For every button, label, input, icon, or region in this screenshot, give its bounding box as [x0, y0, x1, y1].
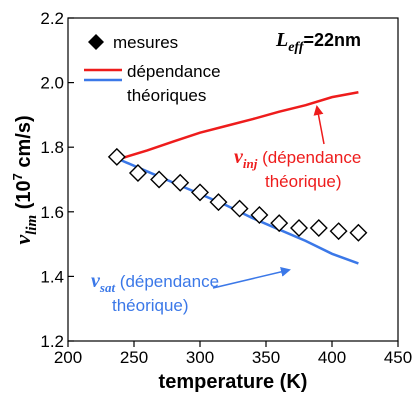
legend-label-line1: dépendance: [127, 62, 221, 81]
annotation-vinj: vinj (dépendance théorique): [234, 105, 361, 191]
annotation-vinj-line1: vinj (dépendance: [234, 146, 361, 171]
data-point-mesures: [230, 199, 249, 218]
data-point-mesures: [309, 218, 328, 237]
annotation-vinj-arrow: [313, 105, 325, 145]
data-point-mesures: [270, 214, 289, 233]
y-axis-title-main: v: [10, 235, 35, 245]
x-tick-label: 200: [54, 348, 82, 367]
x-tick-label: 450: [384, 348, 412, 367]
y-tick-label: 1.8: [40, 138, 64, 157]
legend: mesures dépendance théoriques: [84, 33, 221, 105]
x-tick-label: 350: [252, 348, 280, 367]
y-tick-label: 2.2: [40, 9, 64, 28]
series-line-v-inj: [120, 91, 359, 160]
annotation-vsat-arrow: [212, 266, 291, 289]
x-axis-ticks: 200 250 300 350 400 450: [54, 341, 412, 367]
y-tick-label: 1.4: [40, 267, 64, 286]
data-point-mesures: [171, 173, 190, 192]
annotation-vinj-sub: inj: [243, 156, 258, 171]
x-tick-label: 400: [318, 348, 346, 367]
data-point-mesures: [290, 218, 308, 237]
y-tick-label: 1.6: [40, 203, 64, 222]
plot-frame: [67, 17, 399, 342]
leff-label-main: L: [275, 29, 288, 51]
data-point-mesures: [107, 147, 126, 166]
annotation-vsat: vsat (dépendance théorique): [91, 266, 291, 315]
annotation-vsat-line2: théorique): [112, 296, 189, 315]
annotation-vsat-main: v: [91, 270, 101, 292]
legend-label-mesures: mesures: [113, 33, 178, 52]
annotation-vinj-line2: théorique): [265, 172, 342, 191]
annotation-vsat-sub: sat: [99, 280, 116, 295]
y-tick-label: 1.2: [40, 332, 64, 351]
series-layer: [107, 91, 368, 265]
x-tick-label: 300: [186, 348, 214, 367]
data-point-mesures: [329, 222, 348, 241]
x-tick-label: 250: [120, 348, 148, 367]
leff-label-rest: =22nm: [304, 30, 362, 50]
annotation-vinj-rest: (dépendance: [257, 148, 361, 167]
y-axis-title-units-suffix: cm/s): [13, 115, 35, 173]
annotation-vsat-line1: vsat (dépendance: [91, 270, 219, 295]
data-point-mesures: [150, 170, 169, 189]
annotation-vsat-rest: (dépendance: [115, 272, 219, 291]
data-point-mesures: [349, 223, 368, 242]
leff-label: Leff=22nm: [275, 29, 361, 55]
data-point-mesures: [209, 193, 228, 212]
data-point-mesures: [128, 164, 147, 183]
y-axis-title-sub: lim: [24, 215, 40, 235]
y-tick-label: 2.0: [40, 74, 64, 93]
y-axis-title-units-sup: 7: [10, 173, 25, 180]
data-point-mesures: [250, 206, 269, 225]
data-point-mesures: [191, 183, 209, 202]
y-axis-ticks: 1.2 1.4 1.6 1.8 2.0 2.2: [40, 9, 74, 351]
leff-label-sub: eff: [288, 40, 305, 55]
x-axis-title: temperature (K): [159, 371, 308, 393]
y-axis-title: vlim (107 cm/s): [10, 115, 40, 244]
legend-label-line2: théoriques: [127, 86, 206, 105]
annotation-vinj-main: v: [234, 146, 244, 168]
legend-marker-diamond: [88, 34, 104, 50]
y-axis-title-units-prefix: (10: [13, 180, 35, 214]
